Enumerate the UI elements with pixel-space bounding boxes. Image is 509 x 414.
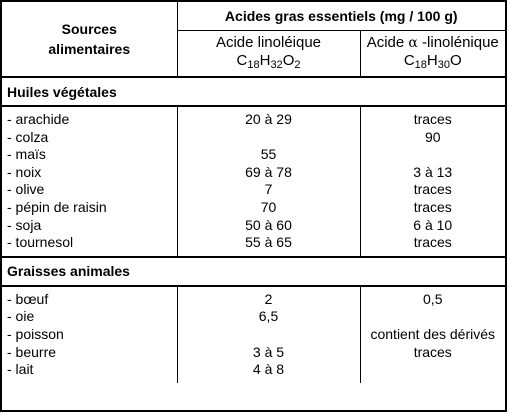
table-row: - lait 4 à 8	[2, 361, 505, 383]
row-linoleic-value	[177, 325, 361, 344]
row-alpha-linolenic-value: 0,5	[423, 290, 443, 307]
row-linoleic-value: 20 à 29	[177, 106, 361, 129]
fatty-acids-table: Sources alimentaires Acides gras essenti…	[2, 2, 505, 383]
row-linoleic-value: 69 à 78	[177, 163, 361, 182]
table-row: - noix 69 à 78 3 à 13	[2, 163, 505, 182]
table-row: - beurre 3 à 5 traces	[2, 343, 505, 362]
table-row: - soja 50 à 60 6 à 10	[2, 216, 505, 235]
row-alpha-linolenic-value: traces	[413, 181, 452, 198]
row-source-name: - poisson	[2, 325, 178, 344]
section-title: Huiles végétales	[2, 77, 505, 107]
table-row: - arachide 20 à 29 traces	[2, 106, 505, 129]
row-alpha-linolenic-value: contient des dérivés	[370, 325, 496, 342]
table-row: - poisson contient des dérivés	[2, 325, 505, 344]
linoleic-name: Acide linoléique	[215, 33, 322, 51]
row-source-name: - pépin de raisin	[2, 198, 178, 217]
row-linoleic-value: 70	[177, 198, 361, 217]
table-row: - olive 7 traces	[2, 181, 505, 199]
row-linoleic-value	[177, 128, 361, 147]
table-row: - tournesol 55 à 65 traces	[2, 234, 505, 258]
header-sources: Sources alimentaires	[2, 2, 178, 78]
row-linoleic-value: 2	[177, 285, 361, 309]
row-alpha-linolenic-value: traces	[413, 111, 452, 127]
row-alpha-linolenic-value: 90	[424, 128, 441, 145]
row-linoleic-value: 7	[177, 181, 361, 199]
row-source-name: - oie	[2, 308, 178, 326]
header-sources-line2: alimentaires	[48, 41, 131, 57]
section-title: Graisses animales	[2, 256, 505, 287]
row-alpha-linolenic-value	[360, 146, 505, 164]
linoleic-formula: C18H32O2	[236, 51, 301, 71]
table-row: - maïs 55	[2, 146, 505, 164]
row-source-name: - lait	[2, 361, 178, 383]
section-header: Huiles végétales	[2, 77, 505, 107]
row-source-name: - tournesol	[2, 234, 178, 258]
table-row: - bœuf 2 0,5	[2, 285, 505, 309]
header-essential-fatty-acids: Acides gras essentiels (mg / 100 g)	[177, 2, 505, 31]
table-row: - oie 6,5	[2, 308, 505, 326]
section-header: Graisses animales	[2, 256, 505, 287]
row-linoleic-value: 4 à 8	[177, 361, 361, 383]
row-linoleic-value: 6,5	[177, 308, 361, 326]
table-row: - pépin de raisin 70 traces	[2, 198, 505, 217]
row-alpha-linolenic-value	[360, 308, 505, 326]
row-linoleic-value: 3 à 5	[177, 343, 361, 362]
row-alpha-linolenic-value: 6 à 10	[413, 216, 453, 233]
row-source-name: - soja	[2, 216, 178, 235]
row-linoleic-value: 55	[177, 146, 361, 164]
row-alpha-linolenic-value: traces	[413, 343, 452, 360]
row-alpha-linolenic-value: traces	[360, 234, 505, 258]
row-source-name: - beurre	[2, 343, 178, 362]
row-source-name: - maïs	[2, 146, 178, 164]
row-linoleic-value: 55 à 65	[177, 234, 361, 258]
header-alpha-linolenic: Acide α -linolénique C18H30O	[360, 30, 505, 78]
row-alpha-linolenic-value: 3 à 13	[413, 163, 453, 180]
row-source-name: - colza	[2, 128, 178, 147]
row-source-name: - olive	[2, 181, 178, 199]
row-source-name: - noix	[2, 163, 178, 182]
header-sources-line1: Sources	[61, 21, 117, 37]
row-source-name: - bœuf	[2, 285, 178, 309]
row-linoleic-value: 50 à 60	[177, 216, 361, 235]
row-alpha-linolenic-value	[360, 361, 505, 383]
header-linoleic: Acide linoléique C18H32O2	[177, 30, 361, 78]
row-source-name: - arachide	[2, 106, 178, 129]
row-alpha-linolenic-value: traces	[413, 198, 452, 215]
table-row: - colza 90	[2, 128, 505, 147]
alpha-linolenic-formula: C18H30O	[403, 51, 462, 71]
alpha-linolenic-name: Acide α -linolénique	[366, 33, 499, 51]
